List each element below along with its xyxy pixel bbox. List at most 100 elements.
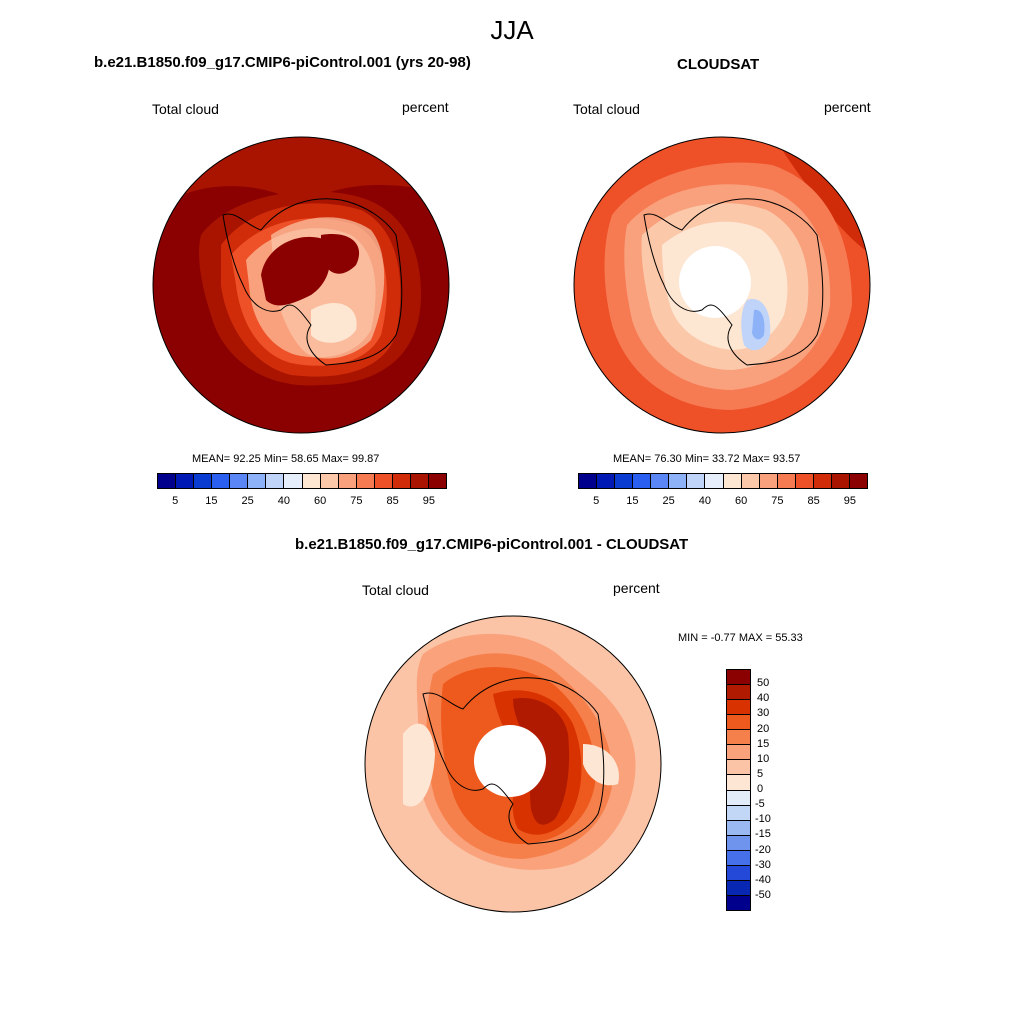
colorbar-tick-label: -20 xyxy=(755,843,771,856)
colorbar-tick-label: -15 xyxy=(755,828,771,841)
colorbar-swatch xyxy=(176,474,195,488)
colorbar-tick-label: 95 xyxy=(422,495,435,507)
colorbar-tick-label: 50 xyxy=(757,677,770,690)
figure-title: JJA xyxy=(490,15,534,45)
right-colorbar-ticks: 5 15 25 40 60 75 85 95 xyxy=(578,495,868,509)
colorbar-swatch xyxy=(320,474,339,488)
colorbar-swatch xyxy=(410,474,429,488)
diff-variable-label: Total cloud xyxy=(362,582,429,598)
colorbar-swatch xyxy=(727,730,750,746)
colorbar-tick-label: 25 xyxy=(662,495,675,507)
colorbar-swatch xyxy=(727,670,750,686)
colorbar-swatch xyxy=(727,850,750,866)
colorbar-swatch xyxy=(849,474,867,488)
colorbar-swatch xyxy=(158,474,177,488)
colorbar-tick-label: 40 xyxy=(698,495,711,507)
colorbar-swatch xyxy=(651,474,670,488)
colorbar-swatch xyxy=(338,474,357,488)
colorbar-tick-label: -30 xyxy=(755,858,771,871)
colorbar-tick-label: 40 xyxy=(277,495,290,507)
colorbar-tick-label: 5 xyxy=(757,767,764,780)
left-stats: MEAN= 92.25 Min= 58.65 Max= 99.87 xyxy=(192,453,380,465)
colorbar-swatch xyxy=(727,790,750,806)
colorbar-swatch xyxy=(579,474,598,488)
colorbar-swatch xyxy=(727,865,750,881)
colorbar-tick-label: 5 xyxy=(172,495,179,507)
right-stats: MEAN= 76.30 Min= 33.72 Max= 93.57 xyxy=(613,453,801,465)
diff-colorbar-ticks: 50 40 30 20 15 10 5 0 -5 -10 -15 -20 -30 -40 -50 xyxy=(755,669,797,911)
colorbar-swatch xyxy=(428,474,446,488)
colorbar-tick-label: 10 xyxy=(757,752,770,765)
colorbar-tick-label: 60 xyxy=(735,495,748,507)
colorbar-tick-label: 5 xyxy=(593,495,600,507)
left-units-label: percent xyxy=(402,99,449,115)
diff-units-label: percent xyxy=(613,580,660,596)
colorbar-swatch xyxy=(727,880,750,896)
colorbar-swatch xyxy=(795,474,814,488)
colorbar-tick-label: 85 xyxy=(386,495,399,507)
colorbar-tick-label: 30 xyxy=(757,707,770,720)
colorbar-tick-label: -50 xyxy=(755,888,771,901)
right-polar-map xyxy=(573,136,871,434)
left-colorbar-ticks: 5 15 25 40 60 75 85 95 xyxy=(157,495,447,509)
colorbar-swatch xyxy=(727,805,750,821)
diff-colorbar xyxy=(726,669,751,911)
diff-stats: MIN = -0.77 MAX = 55.33 xyxy=(678,632,803,644)
colorbar-swatch xyxy=(597,474,616,488)
colorbar-swatch xyxy=(705,474,724,488)
right-units-label: percent xyxy=(824,99,871,115)
left-case-title: b.e21.B1850.f09_g17.CMIP6-piControl.001 … xyxy=(94,54,471,71)
colorbar-swatch xyxy=(727,700,750,716)
colorbar-tick-label: 75 xyxy=(771,495,784,507)
colorbar-swatch xyxy=(212,474,231,488)
colorbar-tick-label: 20 xyxy=(757,722,770,735)
colorbar-swatch xyxy=(741,474,760,488)
diff-case-title: b.e21.B1850.f09_g17.CMIP6-piControl.001 … xyxy=(295,536,689,553)
colorbar-swatch xyxy=(284,474,303,488)
colorbar-swatch xyxy=(727,775,750,791)
colorbar-swatch xyxy=(727,745,750,761)
colorbar-swatch xyxy=(727,760,750,776)
right-colorbar xyxy=(578,473,868,489)
colorbar-tick-label: -40 xyxy=(755,873,771,886)
colorbar-swatch xyxy=(669,474,688,488)
colorbar-swatch xyxy=(777,474,796,488)
colorbar-swatch xyxy=(194,474,213,488)
colorbar-tick-label: -10 xyxy=(755,813,771,826)
diff-polar-map xyxy=(364,615,662,913)
colorbar-tick-label: 15 xyxy=(205,495,218,507)
colorbar-tick-label: -5 xyxy=(755,798,765,811)
colorbar-swatch xyxy=(727,715,750,731)
colorbar-swatch xyxy=(230,474,249,488)
colorbar-swatch xyxy=(302,474,321,488)
colorbar-swatch xyxy=(813,474,832,488)
colorbar-tick-label: 60 xyxy=(314,495,327,507)
colorbar-tick-label: 95 xyxy=(843,495,856,507)
colorbar-swatch xyxy=(727,835,750,851)
colorbar-tick-label: 15 xyxy=(757,737,770,750)
colorbar-swatch xyxy=(392,474,411,488)
colorbar-tick-label: 40 xyxy=(757,692,770,705)
colorbar-swatch xyxy=(374,474,393,488)
colorbar-swatch xyxy=(687,474,706,488)
colorbar-tick-label: 15 xyxy=(626,495,639,507)
colorbar-tick-label: 0 xyxy=(757,783,764,795)
colorbar-swatch xyxy=(727,685,750,701)
left-variable-label: Total cloud xyxy=(152,101,219,117)
colorbar-swatch xyxy=(831,474,850,488)
colorbar-swatch xyxy=(727,895,750,910)
colorbar-swatch xyxy=(248,474,267,488)
right-variable-label: Total cloud xyxy=(573,101,640,117)
colorbar-swatch xyxy=(356,474,375,488)
colorbar-swatch xyxy=(723,474,742,488)
colorbar-swatch xyxy=(266,474,285,488)
colorbar-tick-label: 85 xyxy=(807,495,820,507)
colorbar-tick-label: 25 xyxy=(241,495,254,507)
colorbar-swatch xyxy=(633,474,652,488)
colorbar-swatch xyxy=(615,474,634,488)
colorbar-swatch xyxy=(759,474,778,488)
left-polar-map xyxy=(152,136,450,434)
colorbar-tick-label: 75 xyxy=(350,495,363,507)
left-colorbar xyxy=(157,473,447,489)
colorbar-swatch xyxy=(727,820,750,836)
